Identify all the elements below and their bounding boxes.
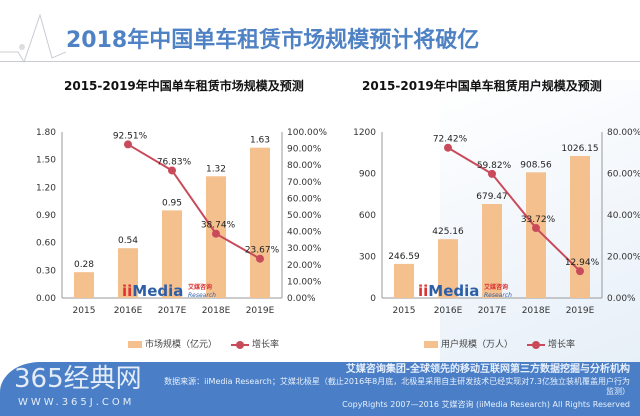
watermark-url: WWW.365J.COM [18, 397, 135, 408]
growth-rate-point [168, 166, 176, 175]
growth-rate-label: 72.42% [433, 135, 468, 145]
growth-rate-line [127, 143, 261, 260]
bar [162, 210, 182, 298]
growth-rate-point [488, 169, 496, 178]
x-tick-label: 2019E [566, 306, 595, 316]
y-right-tick-label: 10.00% [287, 277, 322, 287]
iimedia-logo: iiMedia 艾媒咨询 Research [122, 282, 216, 300]
y-right-tick-label: 40.00% [607, 211, 640, 221]
x-tick-label: 2016E [114, 306, 143, 316]
bar [570, 156, 590, 298]
growth-rate-point [444, 143, 452, 152]
y-left-tick-label: 300 [359, 253, 376, 263]
bar-value-label: 1.63 [250, 136, 270, 146]
bar-value-label: 0.95 [162, 198, 182, 208]
x-tick-label: 2018E [202, 306, 231, 316]
bar [74, 272, 94, 298]
chart-title-market: 2015-2019年中国单车租赁市场规模及预测 [64, 79, 304, 93]
growth-rate-label: 92.51% [113, 131, 148, 141]
y-left-tick-label: 600 [359, 211, 376, 221]
growth-rate-line [447, 146, 581, 272]
legend-item-bar: 用户规模（万人） [424, 337, 513, 350]
watermark: 365经典网 [14, 364, 142, 394]
bar-value-label: 1.32 [206, 164, 226, 174]
chart-title-users: 2015-2019年中国单车租赁用户规模及预测 [362, 79, 602, 93]
y-right-tick-label: 60.00% [287, 194, 322, 204]
growth-rate-label: 38.74% [201, 221, 236, 231]
growth-rate-point [124, 140, 132, 149]
growth-rate-label: 59.82% [477, 161, 512, 171]
legend-item-line: 增长率 [527, 337, 575, 350]
y-left-tick-label: 0.60 [36, 239, 56, 249]
y-right-tick-label: 40.00% [287, 228, 322, 238]
bar-value-label: 908.56 [520, 160, 552, 170]
x-tick-label: 2015 [73, 306, 96, 316]
growth-rate-label: 23.67% [245, 246, 280, 256]
bar-value-label: 679.47 [476, 192, 508, 202]
x-tick-label: 2015 [393, 306, 416, 316]
bar-value-label: 246.59 [388, 252, 420, 262]
y-left-tick-label: 0.00 [36, 294, 56, 304]
y-right-tick-label: 20.00% [607, 253, 640, 263]
footer-band: 艾媒咨询集团-全球领先的移动互联网第三方数据挖掘与分析机构 数据来源：iiMed… [0, 362, 640, 416]
bar-value-label: 0.54 [118, 236, 138, 246]
x-tick-label: 2019E [246, 306, 275, 316]
y-left-tick-label: 0 [370, 294, 376, 304]
growth-rate-point [576, 267, 584, 276]
x-tick-label: 2016E [434, 306, 463, 316]
y-left-tick-label: 1.80 [36, 128, 56, 138]
y-right-tick-label: 0.00% [607, 294, 636, 304]
pulse-line-icon [0, 13, 66, 64]
y-right-tick-label: 100.00% [287, 128, 327, 138]
growth-rate-point [532, 224, 540, 233]
legend-item-bar: 市场规模（亿元） [128, 337, 217, 350]
y-right-tick-label: 60.00% [607, 170, 640, 180]
bar [438, 239, 458, 298]
bar-value-label: 1026.15 [561, 144, 598, 154]
bar-value-label: 425.16 [432, 227, 464, 237]
legend-item-line: 增长率 [231, 337, 279, 350]
growth-rate-label: 12.94% [565, 258, 600, 268]
growth-rate-label: 76.83% [157, 157, 192, 167]
bar [482, 204, 502, 298]
legend-market: 市场规模（亿元） 增长率 [128, 337, 279, 350]
y-left-tick-label: 0.90 [36, 211, 56, 221]
growth-rate-point [212, 229, 220, 238]
growth-rate-label: 33.72% [521, 215, 556, 225]
divider [0, 61, 640, 62]
y-right-tick-label: 30.00% [287, 244, 322, 254]
y-left-tick-label: 1200 [353, 128, 376, 138]
footer-source: 数据来源：iiMedia Research；艾媒北极星（截止2016年8月底，北… [164, 377, 630, 396]
growth-rate-point [256, 254, 264, 263]
y-left-tick-label: 1.20 [36, 183, 56, 193]
bar [118, 248, 138, 298]
iimedia-logo: iiMedia 艾媒咨询 Research [418, 282, 512, 300]
x-tick-label: 2018E [522, 306, 551, 316]
y-right-tick-label: 80.00% [287, 161, 322, 171]
y-left-tick-label: 0.30 [36, 266, 56, 276]
y-right-tick-label: 0.00% [287, 294, 316, 304]
page-title: 2018年中国单车租赁市场规模预计将破亿 [66, 28, 480, 53]
y-right-tick-label: 20.00% [287, 261, 322, 271]
market-size-chart: 0.00 0.30 0.60 0.90 1.20 1.50 1.80 0.00% 10.00% 2… [36, 128, 328, 316]
footer-copyright: CopyRights 2007—2016 艾媒咨询 (iiMedia Resea… [342, 400, 630, 409]
x-tick-label: 2017E [158, 306, 187, 316]
y-left-tick-label: 900 [359, 170, 376, 180]
bar [526, 172, 546, 298]
y-right-tick-label: 50.00% [287, 211, 322, 221]
user-size-chart: 0 300 600 900 1200 0.00% 20.00% 40.00% 60.00% 80.… [353, 128, 640, 316]
y-right-tick-label: 90.00% [287, 145, 322, 155]
y-right-tick-label: 80.00% [607, 128, 640, 138]
bar [250, 147, 270, 298]
legend-users: 用户规模（万人） 增长率 [424, 337, 575, 350]
x-tick-label: 2017E [478, 306, 507, 316]
bar [394, 263, 414, 298]
footer-tagline: 艾媒咨询集团-全球领先的移动互联网第三方数据挖掘与分析机构 [345, 364, 630, 375]
bar-value-label: 0.28 [74, 260, 94, 270]
y-left-tick-label: 1.50 [36, 156, 56, 166]
y-right-tick-label: 70.00% [287, 178, 322, 188]
